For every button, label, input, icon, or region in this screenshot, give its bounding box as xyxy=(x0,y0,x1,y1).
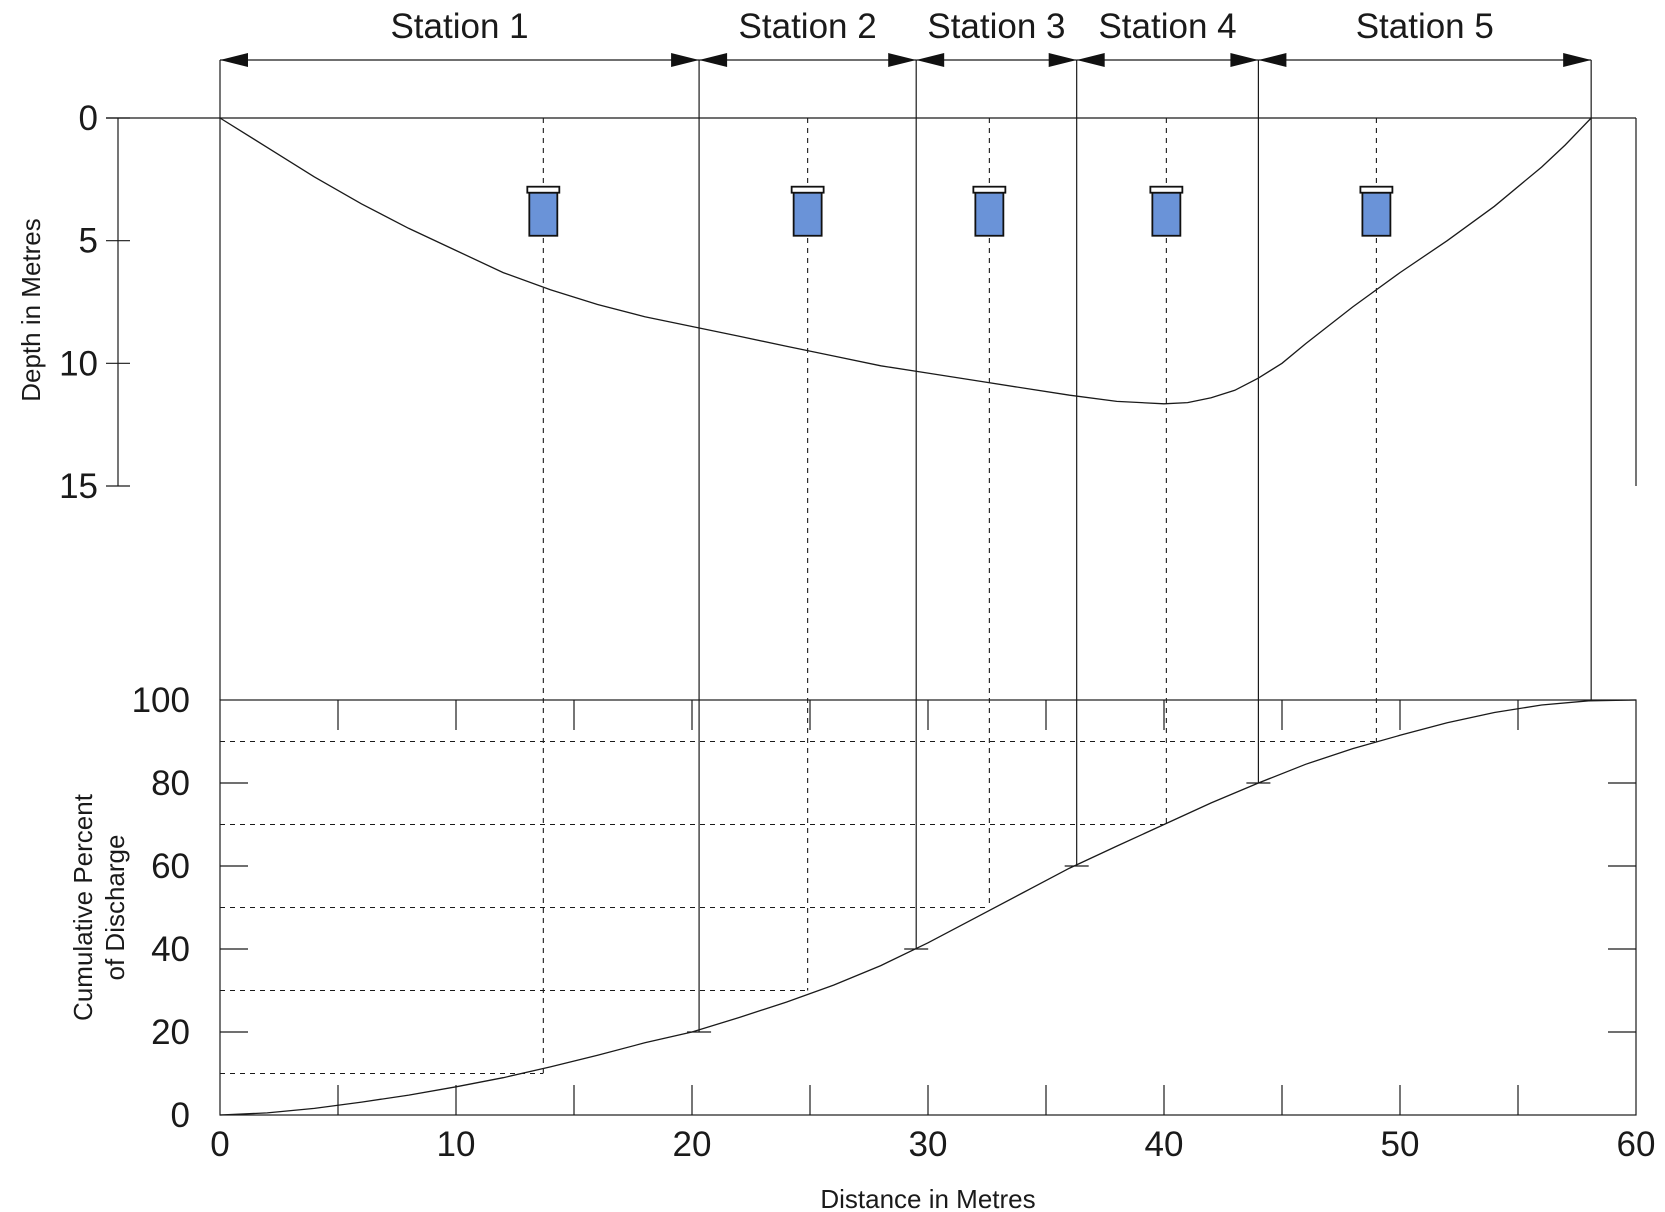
sampler-bottle xyxy=(528,191,559,237)
station-markers: Station 1 Station 2 Station 3 Station 4 Stat… xyxy=(220,7,1592,1032)
depth-tick-label: 15 xyxy=(59,467,98,506)
x-tick-label: 60 xyxy=(1617,1125,1656,1164)
x-tick-label: 10 xyxy=(437,1125,476,1164)
arrow-head-left xyxy=(1076,53,1105,67)
sampler-bottle xyxy=(792,191,823,237)
station-label: Station 5 xyxy=(1356,7,1494,46)
arrow-head-left xyxy=(916,53,945,67)
y-tick-label: 0 xyxy=(171,1096,190,1135)
y-tick-label: 100 xyxy=(132,681,190,720)
sampler-cap xyxy=(1149,185,1184,194)
x-tick-label: 0 xyxy=(210,1125,229,1164)
bed-profile xyxy=(219,117,1592,405)
discharge-axes: 0 10 20 30 40 50 60 0 20 40 60 80 100 Distance in Met… xyxy=(68,681,1655,1212)
discharge-guides xyxy=(220,740,1377,1075)
sampler-bottle xyxy=(974,191,1005,237)
depth-axis-title: Depth in Metres xyxy=(16,218,46,402)
arrow-head-left xyxy=(220,53,248,67)
y-tick-label: 60 xyxy=(151,847,190,886)
y-axis-title-line1: Cumulative Percent xyxy=(68,793,98,1021)
station-label: Station 3 xyxy=(927,7,1065,46)
y-axis-title-line2: of Discharge xyxy=(100,835,130,981)
cross-section-frame xyxy=(106,60,1637,700)
y-tick-label: 20 xyxy=(151,1013,190,1052)
depth-tick-label: 0 xyxy=(79,99,98,138)
arrow-head-left xyxy=(1258,53,1287,67)
samplers xyxy=(526,118,1394,1074)
bed-profile-line xyxy=(219,117,1592,405)
sampler-cap xyxy=(790,185,825,194)
x-tick-label: 30 xyxy=(909,1125,948,1164)
x-tick-label: 40 xyxy=(1145,1125,1184,1164)
sampler-bottle xyxy=(1361,191,1392,237)
sampler-cap xyxy=(1359,185,1394,194)
station-label: Station 1 xyxy=(390,7,528,46)
depth-tick-label: 5 xyxy=(79,222,98,261)
y-tick-label: 80 xyxy=(151,764,190,803)
sampler-cap xyxy=(526,185,561,194)
station-label: Station 4 xyxy=(1098,7,1236,46)
sampler-bottle xyxy=(1151,191,1182,237)
depth-axis: 0 5 10 15 Depth in Metres xyxy=(16,99,130,506)
sampler-cap xyxy=(972,185,1007,194)
arrow-head-right xyxy=(671,53,700,67)
arrow-head-right xyxy=(1048,53,1077,67)
arrow-head-left xyxy=(699,53,728,67)
arrow-head-right xyxy=(1563,53,1592,67)
x-tick-label: 20 xyxy=(673,1125,712,1164)
depth-tick-label: 10 xyxy=(59,344,98,383)
arrow-head-right xyxy=(888,53,917,67)
x-tick-label: 50 xyxy=(1381,1125,1420,1164)
station-label: Station 2 xyxy=(739,7,877,46)
x-axis-title: Distance in Metres xyxy=(820,1184,1035,1212)
y-tick-label: 40 xyxy=(151,930,190,969)
arrow-head-right xyxy=(1230,53,1259,67)
